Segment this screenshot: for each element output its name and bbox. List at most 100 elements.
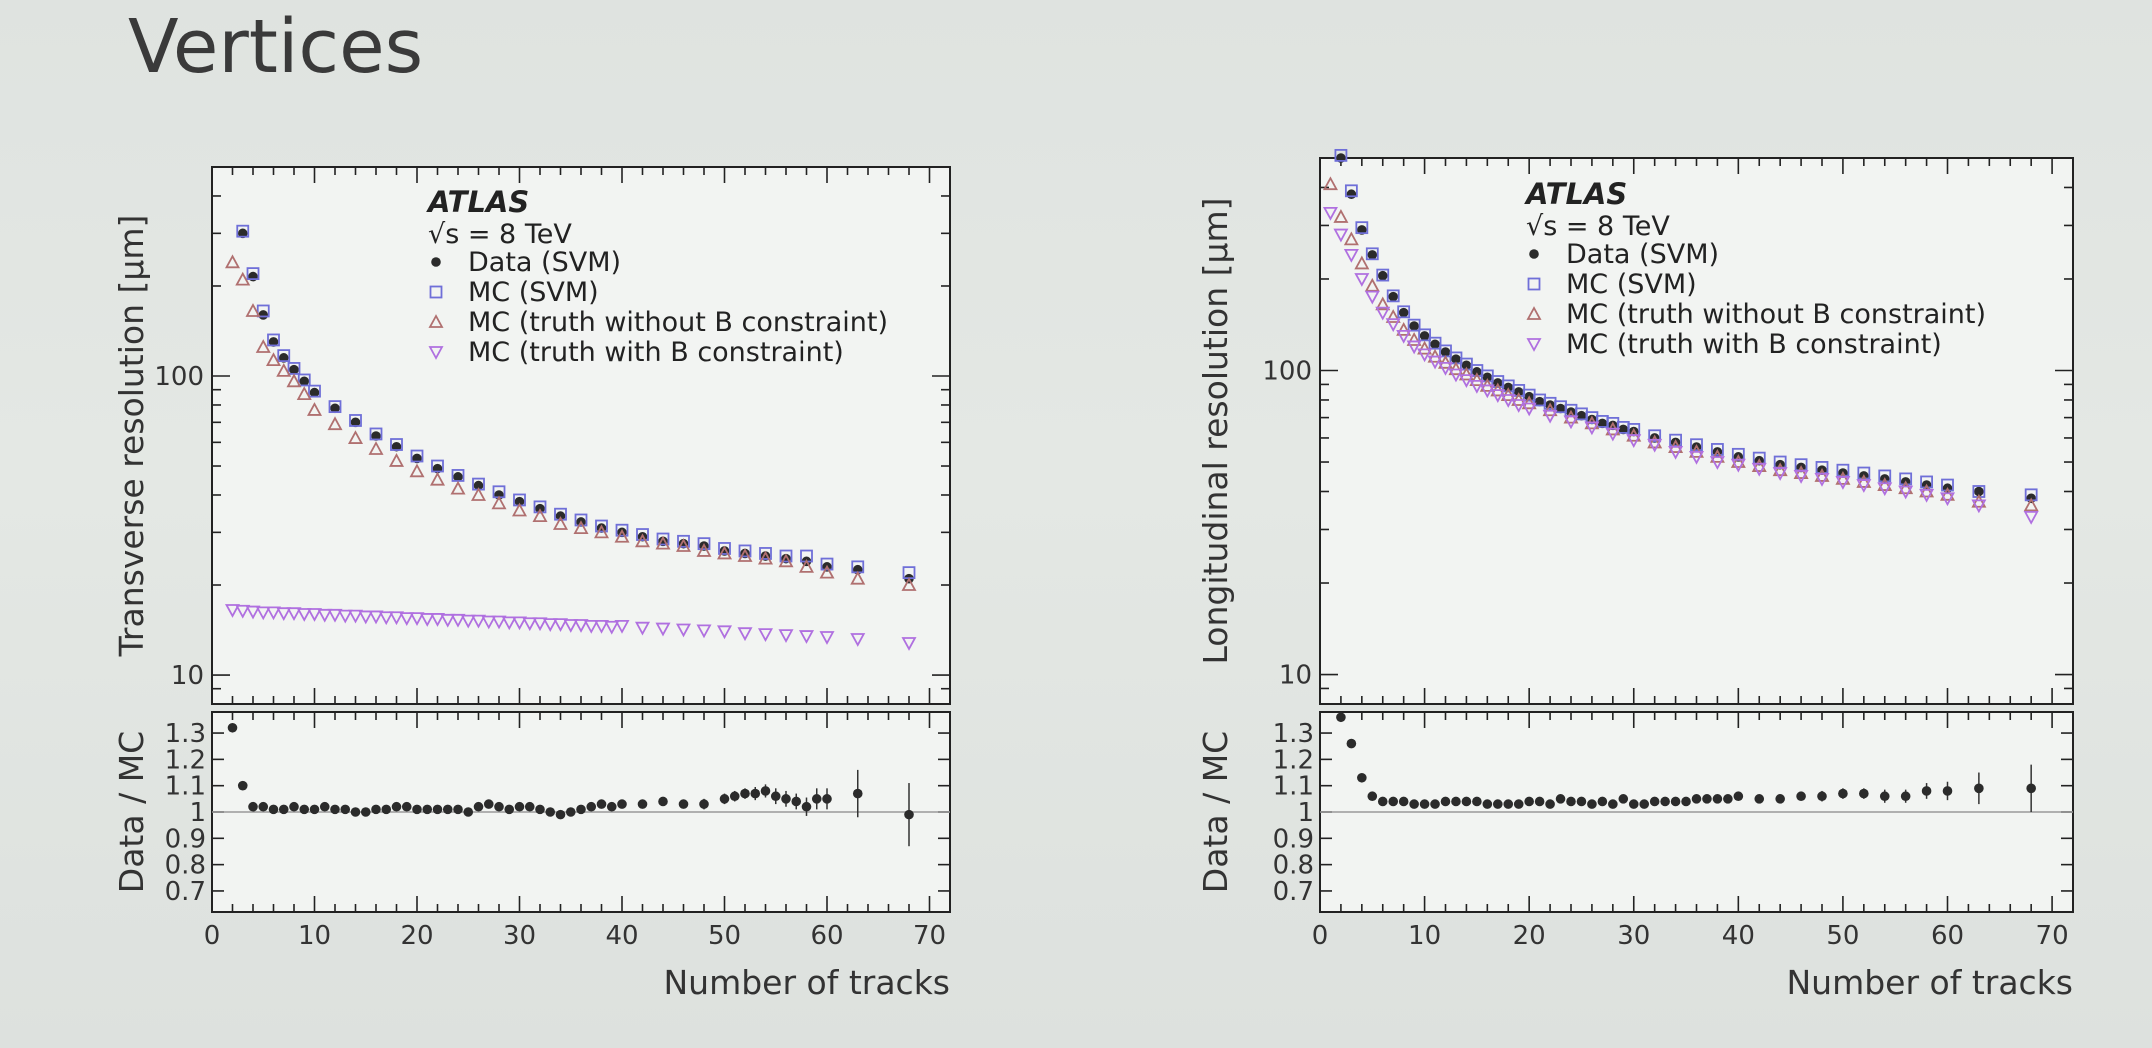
ratio-point	[401, 801, 412, 812]
data-point	[1688, 450, 1705, 465]
data-point	[1835, 471, 1851, 485]
data-point	[1626, 434, 1642, 449]
data-point	[399, 612, 415, 626]
data-point	[1377, 270, 1388, 281]
ratio-point	[1838, 788, 1848, 799]
ratio-point	[811, 794, 822, 804]
data-point	[850, 633, 866, 647]
data-point	[1669, 433, 1682, 447]
data-point	[470, 614, 487, 629]
data-point	[1419, 331, 1430, 341]
ratio-point	[1336, 712, 1346, 723]
ratio-point	[1628, 799, 1639, 809]
ratio-tick-label: 1	[1297, 798, 1314, 828]
data-point	[347, 430, 364, 444]
data-point	[1974, 486, 1984, 497]
ratio-point	[2026, 783, 2036, 794]
data-point	[614, 619, 630, 634]
ratio-point	[299, 804, 310, 815]
ratio-point	[637, 799, 648, 809]
ratio-point	[1733, 791, 1744, 802]
x-tick-label: 20	[1513, 921, 1546, 951]
ratio-point	[237, 780, 248, 791]
data-point	[1563, 415, 1579, 430]
ratio-point	[248, 801, 258, 812]
data-point	[1418, 328, 1431, 342]
data-point	[258, 310, 269, 320]
data-point	[574, 513, 588, 527]
x-axis-label: Number of tracks	[1786, 963, 2073, 1002]
data-point	[460, 614, 476, 629]
data-point	[1428, 336, 1442, 350]
data-point	[1542, 402, 1558, 417]
y-tick-label: 100	[1262, 357, 1312, 387]
data-point	[850, 570, 866, 585]
data-point	[1367, 250, 1378, 260]
ratio-point	[1388, 796, 1399, 807]
data-point	[779, 549, 793, 563]
ratio-point	[422, 804, 433, 815]
data-point	[267, 333, 280, 347]
data-point	[656, 532, 670, 546]
data-point	[1939, 492, 1956, 507]
data-point	[1877, 477, 1893, 491]
data-point	[1386, 289, 1400, 303]
data-point	[1878, 469, 1892, 483]
y-tick-label: 10	[171, 661, 204, 691]
data-point	[901, 577, 917, 591]
data-point	[1346, 189, 1357, 200]
ratio-point	[1921, 786, 1932, 796]
data-point	[299, 376, 310, 387]
data-point	[583, 619, 599, 634]
ratio-point	[729, 791, 740, 802]
data-point	[1417, 348, 1433, 363]
ratio-point	[278, 804, 289, 815]
ratio-point	[606, 801, 617, 812]
data-point	[1513, 387, 1524, 397]
data-point	[1815, 461, 1829, 474]
ratio-point	[1419, 799, 1430, 809]
ratio-point	[1482, 799, 1493, 809]
data-point	[1856, 479, 1872, 493]
data-point	[1711, 443, 1724, 456]
ratio-point	[1409, 799, 1419, 809]
legend-entry: MC (SVM)	[1566, 269, 1697, 300]
y-axis-label: Longitudinal resolution [µm]	[1196, 198, 1235, 665]
data-point	[1814, 473, 1830, 487]
data-point	[1458, 374, 1474, 388]
data-point	[1333, 228, 1349, 243]
legend-marker	[1529, 249, 1539, 259]
x-tick-label: 70	[913, 921, 946, 951]
data-point	[514, 496, 525, 507]
data-point	[1482, 372, 1493, 383]
data-point	[1365, 247, 1379, 261]
data-point	[409, 463, 425, 478]
data-point	[440, 613, 456, 628]
data-point	[1333, 209, 1349, 223]
data-point	[511, 502, 528, 517]
data-point	[1919, 483, 1935, 498]
data-point	[1597, 418, 1608, 429]
ratio-point	[504, 804, 515, 815]
ratio-point	[1723, 794, 1733, 804]
data-point	[327, 416, 343, 431]
data-point	[450, 613, 466, 628]
data-point	[1406, 332, 1422, 346]
data-point	[1647, 434, 1663, 449]
legend-marker	[1526, 338, 1542, 352]
data-point	[1605, 427, 1621, 442]
ratio-point	[545, 807, 556, 817]
data-point	[552, 618, 569, 632]
ratio-point	[227, 722, 238, 733]
ratio-point	[1639, 799, 1650, 809]
data-point	[453, 472, 463, 482]
data-point	[1856, 474, 1872, 488]
data-point	[522, 617, 538, 632]
legend-entry: MC (truth without B constraint)	[1566, 299, 1986, 330]
data-point	[277, 349, 291, 363]
data-point	[1648, 429, 1662, 443]
data-point	[737, 548, 753, 562]
chart-longitudinal-resolution: 0 10 20 30 40 50 60 70 10 100 0.70.80.911.11.21.3 L…	[1196, 148, 2074, 1002]
data-point	[1709, 456, 1725, 470]
slide-title: Vertices	[128, 4, 424, 90]
